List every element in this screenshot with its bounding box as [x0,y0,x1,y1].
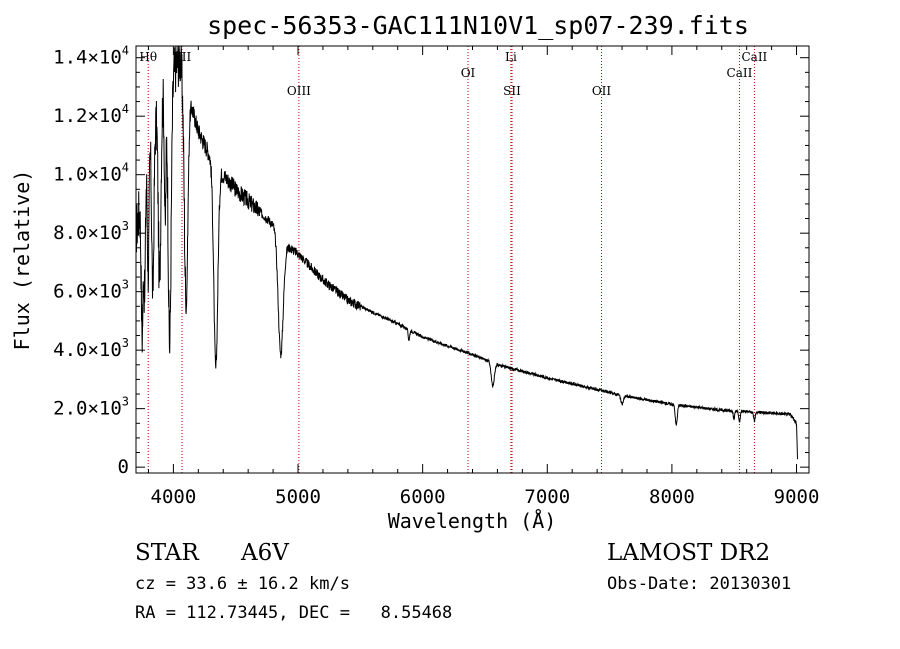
x-tick-label: 9000 [774,486,820,508]
x-tick-label: 8000 [649,486,695,508]
spectral-line-label: CaII [727,66,753,80]
x-tick-label: 5000 [275,486,321,508]
observation-date: Obs-Date: 20130301 [607,574,792,594]
spectral-line-label: Hθ [139,50,157,64]
spectral-line-label: OII [592,84,612,98]
y-tick-label: 0 [118,456,129,478]
spectral-line-label: OI [461,66,476,80]
spectral-line-label: CaII [741,50,767,64]
y-axis-label: Flux (relative) [10,170,34,351]
x-tick-label: 6000 [400,486,446,508]
chart-title: spec-56353-GAC111N10V1_sp07-239.fits [207,11,749,40]
x-tick-label: 4000 [151,486,197,508]
spectral-line-label: OIII [287,84,311,98]
y-tick-label: 8.0×103 [53,219,129,244]
y-tick-label: 1.2×104 [53,102,129,127]
y-tick-label: 1.4×104 [53,44,129,69]
y-tick-label: 1.0×104 [53,161,129,186]
coordinates: RA = 112.73445, DEC = 8.55468 [135,603,453,623]
y-tick-label: 2.0×103 [53,395,129,420]
redshift-velocity: cz = 33.6 ± 16.2 km/s [135,574,350,594]
y-axis-ticks: 0 2.0×103 4.0×103 6.0×103 8.0×103 1.0×104 1.2×… [53,44,809,478]
object-subclass: A6V [241,540,289,566]
x-tick-label: 7000 [524,486,570,508]
y-tick-label: 4.0×103 [53,336,129,361]
object-class: STAR [135,540,199,566]
spectrum-line [135,45,798,460]
x-axis-ticks: 4000 5000 6000 7000 8000 9000 [147,46,820,508]
spectrum-layer [135,45,798,460]
x-axis-label: Wavelength (Å) [388,509,557,533]
spectral-line-label: SII [503,84,521,98]
survey-label: LAMOST DR2 [607,540,771,566]
spectral-line-label: Li [505,50,517,64]
y-tick-label: 6.0×103 [53,278,129,303]
